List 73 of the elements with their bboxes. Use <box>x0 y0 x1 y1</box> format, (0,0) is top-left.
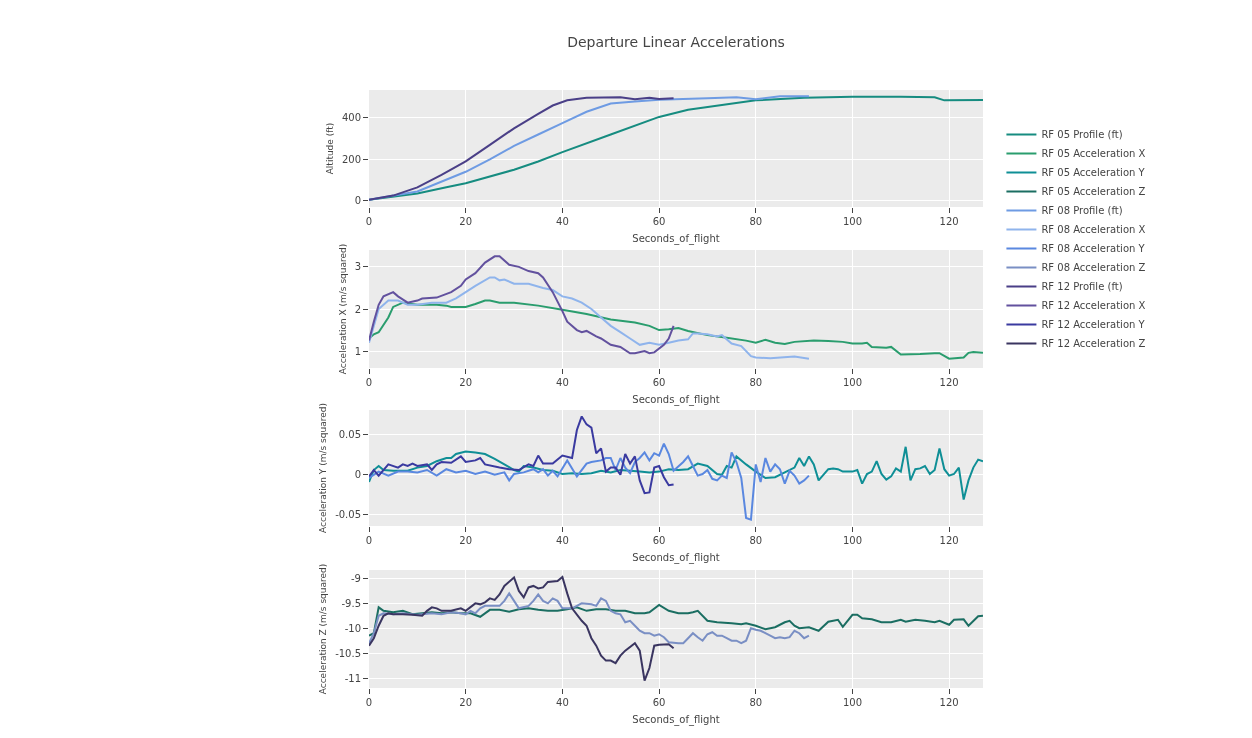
line-series <box>369 415 675 495</box>
x-tick-label: 100 <box>842 216 863 227</box>
x-tick-label: 40 <box>556 535 569 546</box>
x-tick-label: 60 <box>652 377 666 388</box>
x-tick-label: 80 <box>749 697 763 708</box>
legend-label: RF 08 Acceleration Z <box>1041 262 1146 274</box>
x-axis-title: Seconds_of_flight <box>632 551 720 564</box>
x-tick-label: 120 <box>939 697 959 708</box>
x-tick-label: 60 <box>652 216 666 227</box>
line-series <box>369 276 810 360</box>
y-tick-label: 1 <box>354 345 361 357</box>
y-tick-label: 0 <box>354 468 361 480</box>
y-tick-label: -9.5 <box>341 597 361 609</box>
x-axis-title: Seconds_of_flight <box>632 232 720 245</box>
x-tick-label: 120 <box>939 377 959 388</box>
x-tick-label: 0 <box>365 535 373 546</box>
x-tick-label: 80 <box>749 216 763 227</box>
y-tick-label: 200 <box>341 153 361 165</box>
y-tick-label: -10.5 <box>335 647 361 659</box>
x-tick-label: 40 <box>556 377 569 388</box>
x-tick-label: 120 <box>939 535 959 546</box>
line-series <box>369 96 675 201</box>
x-tick-label: 100 <box>842 377 863 388</box>
y-tick-label: -11 <box>344 672 361 684</box>
y-axis-title: Acceleration Z (m/s squared) <box>318 563 329 695</box>
x-tick-label: 20 <box>459 535 473 546</box>
x-tick-label: 100 <box>842 697 863 708</box>
line-series <box>369 445 983 501</box>
x-tick-label: 20 <box>459 216 473 227</box>
legend-label: RF 05 Acceleration Z <box>1041 186 1146 198</box>
line-series <box>369 255 675 355</box>
y-tick-label: -0.05 <box>335 508 361 520</box>
legend-label: RF 08 Acceleration Y <box>1041 243 1146 255</box>
x-tick-label: 0 <box>365 216 373 227</box>
legend-label: RF 05 Acceleration X <box>1041 148 1146 160</box>
y-tick-label: 400 <box>341 112 361 124</box>
x-tick-label: 100 <box>842 535 863 546</box>
y-tick-label: 0 <box>354 195 361 207</box>
y-tick-label: 3 <box>354 261 361 273</box>
x-tick-label: 120 <box>939 216 959 227</box>
y-tick-label: -9 <box>351 572 361 584</box>
y-tick-label: 0.05 <box>338 428 361 440</box>
y-axis-title: Acceleration Y (m/s squared) <box>318 403 329 533</box>
x-tick-label: 60 <box>652 697 666 708</box>
x-axis-title: Seconds_of_flight <box>632 713 720 726</box>
y-tick-label: -10 <box>344 622 361 634</box>
line-series <box>369 299 983 360</box>
y-tick-label: 2 <box>354 303 361 315</box>
y-axis-title: Altitude (ft) <box>325 122 336 175</box>
legend-label: RF 12 Acceleration X <box>1041 300 1146 312</box>
x-axis-title: Seconds_of_flight <box>632 393 720 406</box>
legend-label: RF 08 Acceleration X <box>1041 224 1146 236</box>
line-series <box>369 575 675 682</box>
legend-label: RF 05 Acceleration Y <box>1041 167 1146 179</box>
x-tick-label: 0 <box>365 377 373 388</box>
x-tick-label: 60 <box>652 535 666 546</box>
x-tick-label: 40 <box>556 697 569 708</box>
x-tick-label: 0 <box>365 697 373 708</box>
legend-label: RF 12 Acceleration Z <box>1041 338 1146 350</box>
x-tick-label: 20 <box>459 697 473 708</box>
x-tick-label: 20 <box>459 377 473 388</box>
line-series <box>369 603 983 637</box>
line-series <box>369 592 810 645</box>
legend-label: RF 12 Acceleration Y <box>1041 319 1146 331</box>
chart-title: Departure Linear Accelerations <box>567 33 785 50</box>
legend-label: RF 05 Profile (ft) <box>1041 129 1123 141</box>
x-tick-label: 40 <box>556 216 569 227</box>
legend-label: RF 12 Profile (ft) <box>1041 281 1123 293</box>
line-series <box>369 442 810 521</box>
y-axis-title: Acceleration X (m/s squared) <box>337 243 348 375</box>
legend-label: RF 08 Profile (ft) <box>1041 205 1123 217</box>
x-tick-label: 80 <box>749 377 763 388</box>
x-tick-label: 80 <box>749 535 763 546</box>
